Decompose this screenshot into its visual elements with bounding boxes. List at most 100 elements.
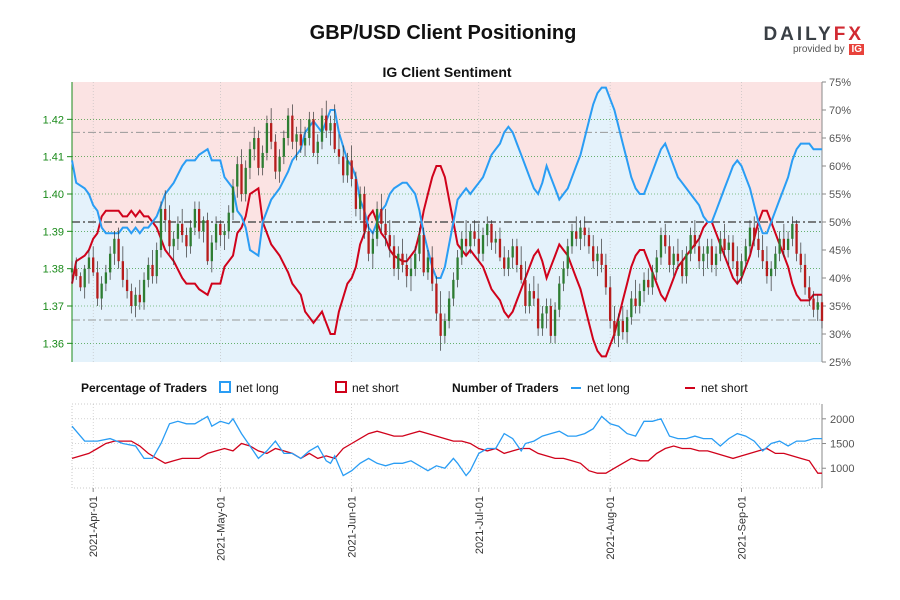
candle-body [142, 279, 146, 303]
candle-body [723, 238, 726, 250]
candle-body [206, 220, 209, 262]
candle-body [761, 250, 764, 262]
candle-body [494, 238, 497, 243]
candle-body [575, 231, 578, 239]
price-tick-label: 1.39 [43, 226, 64, 238]
candle-body [286, 115, 290, 138]
candle-body [265, 123, 269, 153]
candle-body [795, 223, 798, 254]
net-short-area [72, 82, 822, 278]
candle-body [240, 164, 243, 194]
candle-body [558, 283, 561, 310]
candle-body [371, 238, 375, 254]
candle-body [79, 276, 82, 288]
candle-body [672, 253, 675, 265]
candle-body [189, 227, 192, 247]
x-tick-label: 2021-Jun-01 [347, 496, 359, 558]
candle-body [295, 134, 298, 142]
legend-pct-long-label: net long [236, 381, 279, 395]
candle-body [600, 253, 603, 265]
candle-body [668, 246, 671, 265]
candle-body [257, 138, 260, 168]
x-tick-label: 2021-Jul-01 [474, 496, 486, 554]
candle-body [740, 261, 743, 277]
candle-body [181, 223, 184, 236]
candle-body [736, 261, 739, 277]
candle-body [545, 306, 548, 314]
legend-num-long-label: net long [587, 381, 630, 395]
sentiment-tick-label: 25% [829, 357, 851, 369]
dailyfx-logo: DAILYFX provided by IG [763, 24, 864, 55]
candle-body [765, 261, 769, 277]
candle-body [782, 238, 786, 250]
candle-body [350, 160, 353, 180]
price-tick-label: 1.41 [43, 152, 64, 164]
candle-body [702, 253, 705, 262]
candle-body [625, 317, 629, 333]
candle-body [638, 291, 641, 306]
candle-body [507, 257, 510, 269]
candle-body [803, 264, 807, 288]
candle-body [524, 279, 527, 306]
candle-body [75, 268, 78, 277]
candle-body [299, 134, 302, 146]
candle-body [223, 231, 226, 236]
candle-body [447, 298, 451, 321]
candle-body [121, 261, 125, 280]
candle-body [308, 119, 311, 138]
candle-body [757, 238, 760, 250]
candle-body [210, 242, 213, 262]
candle-body [651, 272, 654, 288]
candle-body [460, 238, 463, 258]
candle-body [689, 235, 692, 254]
candle-body [820, 302, 824, 321]
candle-body [570, 231, 574, 247]
candle-body [185, 235, 188, 247]
candle-body [617, 320, 620, 336]
candle-body [117, 238, 120, 262]
candle-body [676, 253, 680, 262]
candle-body [816, 302, 819, 310]
sentiment-tick-label: 40% [829, 273, 851, 285]
candle-body [333, 123, 336, 150]
candle-body [193, 208, 197, 228]
candle-body [553, 309, 557, 336]
candle-body [261, 152, 264, 168]
candle-body [786, 238, 790, 250]
legend-pct-long-swatch [219, 381, 231, 393]
traders-long-line [71, 415, 822, 477]
candle-body [456, 257, 459, 280]
sentiment-tick-label: 65% [829, 133, 851, 145]
ig-logo: IG [849, 44, 864, 55]
x-tick-label: 2021-Apr-01 [88, 496, 100, 557]
traders-frame [71, 403, 823, 489]
candle-body [511, 246, 514, 258]
candle-body [282, 138, 286, 157]
candle-body [681, 261, 684, 277]
candle-body [337, 149, 341, 157]
candle-body [473, 231, 476, 239]
candle-body [418, 235, 421, 254]
sentiment-tick-label: 35% [829, 301, 851, 313]
candle-body [155, 250, 158, 277]
candle-body [710, 246, 713, 265]
candle-body [70, 268, 74, 273]
candle-body [642, 279, 646, 292]
sentiment-tick-label: 55% [829, 189, 851, 201]
x-tick-label: 2021-Aug-01 [605, 496, 617, 560]
candle-body [87, 257, 91, 269]
candle-body [108, 253, 112, 273]
candle-body [498, 238, 502, 258]
candle-body [596, 253, 599, 262]
candle-body [236, 164, 239, 187]
candle-body [799, 253, 802, 265]
candle-body [227, 212, 230, 232]
sentiment-tick-label: 60% [829, 161, 851, 173]
candle-body [630, 298, 633, 318]
candle-body [579, 227, 582, 239]
candle-body [168, 220, 171, 247]
candle-body [562, 268, 565, 284]
candle-body [541, 313, 544, 329]
legend-pct-short-swatch [335, 381, 347, 393]
candle-body [812, 298, 815, 310]
